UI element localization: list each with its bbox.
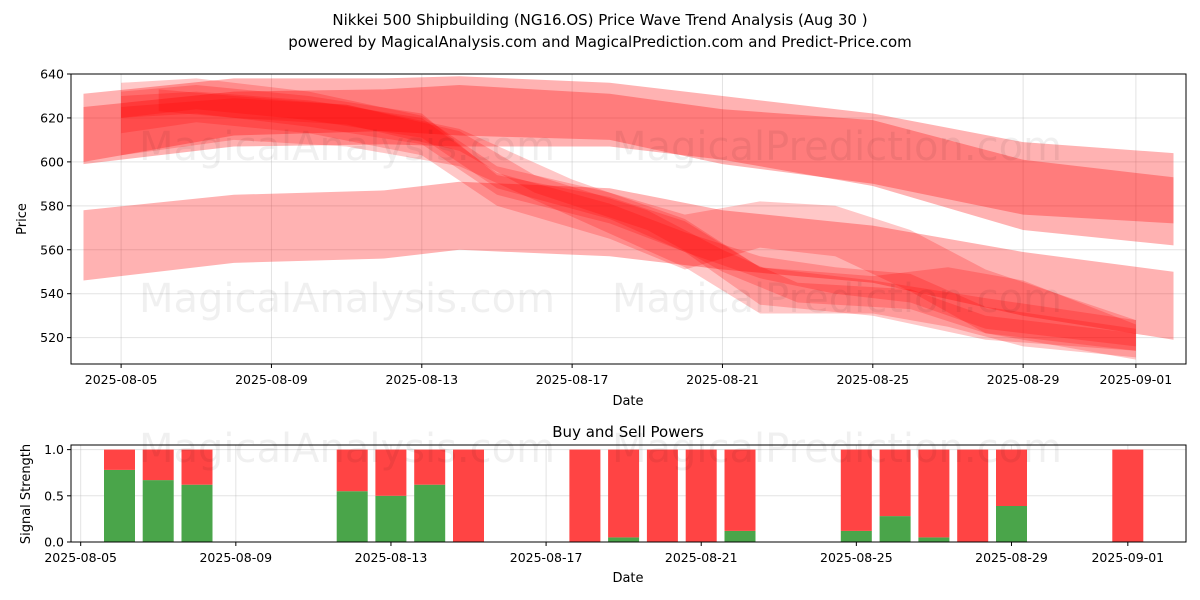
sell-power-bar	[608, 449, 640, 538]
price-wave-band	[83, 76, 1174, 246]
buy-power-bar	[879, 516, 911, 542]
sell-power-bar	[414, 449, 446, 485]
powers-axis-ticks: 0.0 0.5 1.0 2025-08-05 2025-08-09 2025-08-13 2…	[44, 442, 1164, 565]
buy-power-bar	[104, 469, 135, 542]
watermark-prediction: MagicalPrediction.com	[612, 276, 1062, 322]
price-plot-frame	[70, 73, 1187, 365]
sell-power-bar	[1112, 449, 1144, 542]
sell-power-bar	[957, 449, 989, 542]
powers-x-tick-label: 2025-08-17	[510, 550, 583, 565]
powers-title: Buy and Sell Powers	[552, 423, 704, 441]
watermark-prediction: MagicalPrediction.com	[612, 124, 1062, 170]
powers-x-axis-label: Date	[612, 571, 643, 586]
price-wave-bands	[83, 76, 1174, 360]
sell-power-bar	[840, 449, 872, 531]
sell-power-bar	[142, 449, 174, 481]
powers-x-tick-label: 2025-08-13	[355, 550, 428, 565]
price-wave-band	[121, 98, 1136, 358]
watermark-analysis: MagicalAnalysis.com	[139, 124, 555, 170]
watermark-analysis: MagicalAnalysis.com	[139, 426, 555, 472]
sell-power-bar	[569, 449, 601, 542]
powers-y-axis-label: Signal Strength	[19, 444, 34, 544]
sell-power-bar	[646, 449, 678, 542]
price-x-tick-label: 2025-08-09	[235, 372, 308, 387]
powers-bars	[104, 449, 1144, 542]
buy-power-bar	[375, 495, 407, 542]
price-wave-band	[83, 85, 1174, 224]
price-y-tick-label: 620	[40, 110, 64, 125]
sell-power-bar	[104, 449, 135, 470]
price-wave-band	[121, 85, 1136, 351]
price-x-tick-label: 2025-08-25	[836, 372, 909, 387]
chart-subtitle: powered by MagicalAnalysis.com and Magic…	[288, 33, 912, 51]
powers-x-tick-label: 2025-09-01	[1091, 550, 1164, 565]
sell-power-bar	[181, 449, 213, 485]
watermark-prediction: MagicalPrediction.com	[612, 426, 1062, 472]
chart-title: Nikkei 500 Shipbuilding (NG16.OS) Price …	[332, 11, 867, 29]
buy-power-bar	[142, 480, 174, 542]
buy-power-bar	[414, 484, 446, 542]
price-wave-band	[83, 181, 1174, 340]
price-x-tick-label: 2025-08-13	[385, 372, 458, 387]
buy-power-bar	[336, 491, 368, 542]
watermark-analysis: MagicalAnalysis.com	[139, 276, 555, 322]
price-x-tick-label: 2025-08-21	[686, 372, 759, 387]
powers-y-tick-label: 1.0	[44, 442, 64, 457]
price-y-tick-label: 580	[40, 198, 64, 213]
price-y-tick-label: 600	[40, 154, 64, 169]
price-wave-band	[121, 91, 1136, 347]
powers-watermarks: MagicalAnalysis.com MagicalPrediction.co…	[139, 426, 1062, 472]
price-y-tick-label: 640	[40, 67, 64, 82]
powers-y-tick-label: 0.0	[44, 535, 64, 550]
price-x-axis-label: Date	[612, 394, 643, 409]
price-x-tick-label: 2025-08-05	[85, 372, 158, 387]
powers-x-tick-label: 2025-08-21	[665, 550, 738, 565]
sell-power-bar	[996, 449, 1027, 506]
price-y-tick-label: 540	[40, 286, 64, 301]
buy-power-bar	[918, 537, 950, 542]
buy-power-bar	[996, 506, 1027, 542]
price-watermarks: MagicalAnalysis.com MagicalPrediction.co…	[139, 124, 1062, 322]
sell-power-bar	[453, 449, 484, 542]
price-x-tick-label: 2025-08-29	[987, 372, 1060, 387]
buy-power-bar	[608, 537, 640, 542]
buy-power-bar	[181, 484, 213, 542]
price-y-tick-label: 560	[40, 242, 64, 257]
sell-power-bar	[879, 449, 911, 517]
price-y-tick-label: 520	[40, 330, 64, 345]
price-wave-band	[121, 78, 1136, 360]
powers-x-tick-label: 2025-08-05	[44, 550, 117, 565]
price-x-tick-label: 2025-09-01	[1100, 372, 1173, 387]
sell-power-bar	[918, 449, 950, 538]
powers-x-tick-label: 2025-08-29	[975, 550, 1048, 565]
sell-power-bar	[375, 449, 407, 496]
powers-x-tick-label: 2025-08-25	[820, 550, 893, 565]
price-x-tick-label: 2025-08-17	[536, 372, 609, 387]
buy-power-bar	[724, 530, 756, 542]
buy-power-bar	[840, 530, 872, 542]
price-wave-band	[158, 89, 1136, 351]
powers-x-tick-label: 2025-08-09	[199, 550, 272, 565]
sell-power-bar	[685, 449, 717, 542]
price-grid	[71, 73, 1186, 364]
powers-plot-frame	[70, 444, 1187, 543]
sell-power-bar	[336, 449, 368, 492]
sell-power-bar	[724, 449, 756, 531]
price-axis-ticks: 520 540 560 580 600 620 640 2025-08-05 2025-08-0…	[40, 67, 1172, 388]
powers-y-tick-label: 0.5	[44, 488, 64, 503]
price-y-axis-label: Price	[15, 203, 30, 235]
